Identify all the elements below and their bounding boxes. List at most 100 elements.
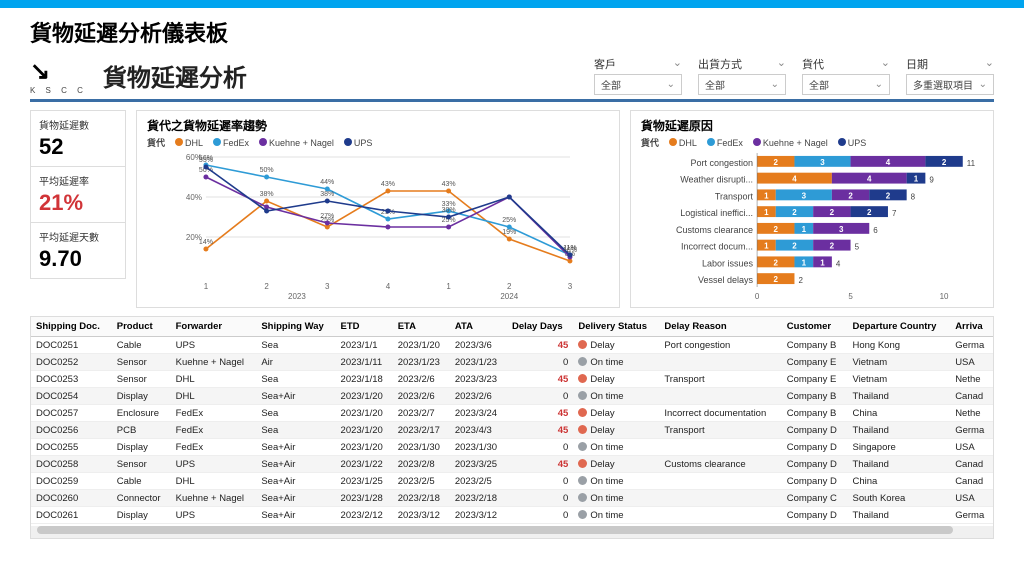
svg-text:38%: 38% bbox=[260, 191, 274, 198]
cell: 2023/2/17 bbox=[393, 422, 450, 439]
cell-status: On time bbox=[573, 439, 659, 456]
col-header[interactable]: Forwarder bbox=[171, 317, 257, 337]
table-row[interactable]: DOC0260ConnectorKuehne + NagelSea+Air202… bbox=[31, 490, 993, 507]
cell-status: On time bbox=[573, 388, 659, 405]
cell: 2023/1/28 bbox=[336, 490, 393, 507]
data-table: Shipping Doc.ProductForwarderShipping Wa… bbox=[30, 316, 994, 539]
col-header[interactable]: Shipping Doc. bbox=[31, 317, 112, 337]
table-row[interactable]: DOC0255DisplayFedExSea+Air2023/1/202023/… bbox=[31, 439, 993, 456]
table-row[interactable]: DOC0253SensorDHLSea2023/1/182023/2/62023… bbox=[31, 371, 993, 388]
filter-label: 出貨方式 ⌄ bbox=[698, 56, 786, 72]
filter-select[interactable]: 全部⌄ bbox=[802, 74, 890, 95]
legend-item[interactable]: DHL bbox=[669, 138, 697, 148]
cell: 2023/2/6 bbox=[393, 371, 450, 388]
legend-item[interactable]: UPS bbox=[838, 138, 867, 148]
cell bbox=[659, 507, 781, 524]
cell: Display bbox=[112, 439, 171, 456]
cell: Enclosure bbox=[112, 405, 171, 422]
filter-select[interactable]: 全部⌄ bbox=[698, 74, 786, 95]
col-header[interactable]: ATA bbox=[450, 317, 507, 337]
table-row[interactable]: DOC0251CableUPSSea2023/1/12023/1/202023/… bbox=[31, 337, 993, 354]
cell: Air bbox=[256, 354, 335, 371]
filter-select[interactable]: 全部⌄ bbox=[594, 74, 682, 95]
cell: Canad bbox=[950, 473, 993, 490]
col-header[interactable]: Delay Reason bbox=[659, 317, 781, 337]
cell-delay-days: 0 bbox=[507, 388, 573, 405]
col-header[interactable]: Arriva bbox=[950, 317, 993, 337]
kpi-label: 貨物延遲數 bbox=[39, 117, 117, 132]
table-row[interactable]: DOC0252SensorKuehne + NagelAir2023/1/112… bbox=[31, 354, 993, 371]
cell: 2023/2/6 bbox=[450, 388, 507, 405]
col-header[interactable]: Shipping Way bbox=[256, 317, 335, 337]
kpi-card: 貨物延遲數 52 bbox=[30, 110, 126, 167]
cell: Germa bbox=[950, 422, 993, 439]
cell: Vietnam bbox=[847, 354, 950, 371]
cell: Customs clearance bbox=[659, 456, 781, 473]
svg-text:27%: 27% bbox=[320, 213, 334, 220]
cell: DOC0256 bbox=[31, 422, 112, 439]
svg-text:11: 11 bbox=[967, 159, 976, 168]
legend-item[interactable]: FedEx bbox=[213, 138, 249, 148]
dashboard-header: ↘ K S C C 貨物延遲分析 客戶 ⌄ 全部⌄ 出貨方式 ⌄ 全部⌄ 貨代 … bbox=[30, 52, 994, 102]
cell: Sensor bbox=[112, 354, 171, 371]
cell: 2023/1/20 bbox=[336, 405, 393, 422]
cell: Vietnam bbox=[847, 371, 950, 388]
legend-item[interactable]: UPS bbox=[344, 138, 373, 148]
svg-text:3: 3 bbox=[568, 282, 573, 291]
kpi-label: 平均延遲率 bbox=[39, 173, 117, 188]
col-header[interactable]: ETD bbox=[336, 317, 393, 337]
col-header[interactable]: Delivery Status bbox=[573, 317, 659, 337]
filter-select[interactable]: 多重選取項目⌄ bbox=[906, 74, 994, 95]
col-header[interactable]: Departure Country bbox=[847, 317, 950, 337]
svg-text:38%: 38% bbox=[320, 191, 334, 198]
table-row[interactable]: DOC0257EnclosureFedExSea2023/1/202023/2/… bbox=[31, 405, 993, 422]
dashboard-title: 貨物延遲分析 bbox=[103, 58, 247, 93]
table-row[interactable]: DOC0254DisplayDHLSea+Air2023/1/202023/2/… bbox=[31, 388, 993, 405]
legend-item[interactable]: FedEx bbox=[707, 138, 743, 148]
cell: 2023/2/18 bbox=[450, 490, 507, 507]
cell: UPS bbox=[171, 507, 257, 524]
legend-item[interactable]: DHL bbox=[175, 138, 203, 148]
col-header[interactable]: ETA bbox=[393, 317, 450, 337]
svg-text:3: 3 bbox=[801, 191, 806, 200]
cell: UPS bbox=[171, 456, 257, 473]
table-row[interactable]: DOC0259CableDHLSea+Air2023/1/252023/2/52… bbox=[31, 473, 993, 490]
trend-chart: 貨代之貨物延遲率趨勢 貨代DHLFedExKuehne + NagelUPS 2… bbox=[136, 110, 620, 308]
horizontal-scrollbar[interactable] bbox=[31, 526, 993, 538]
cell-delay-days: 0 bbox=[507, 507, 573, 524]
cell: 2023/1/30 bbox=[393, 439, 450, 456]
cell: FedEx bbox=[171, 439, 257, 456]
cell bbox=[659, 490, 781, 507]
legend-item[interactable]: Kuehne + Nagel bbox=[259, 138, 334, 148]
svg-text:2023: 2023 bbox=[288, 292, 306, 301]
cell: 2023/2/12 bbox=[336, 507, 393, 524]
svg-text:2: 2 bbox=[264, 282, 269, 291]
table-row[interactable]: DOC0261DisplayUPSSea+Air2023/2/122023/3/… bbox=[31, 507, 993, 524]
svg-text:55%: 55% bbox=[199, 157, 213, 164]
svg-text:1: 1 bbox=[204, 282, 209, 291]
cell: DOC0253 bbox=[31, 371, 112, 388]
svg-text:10: 10 bbox=[939, 292, 948, 301]
col-header[interactable]: Product bbox=[112, 317, 171, 337]
cell: DOC0258 bbox=[31, 456, 112, 473]
svg-text:25%: 25% bbox=[502, 217, 516, 224]
col-header[interactable]: Customer bbox=[782, 317, 848, 337]
cell-delay-days: 0 bbox=[507, 354, 573, 371]
svg-text:9: 9 bbox=[929, 176, 934, 185]
cell: 2023/1/22 bbox=[336, 456, 393, 473]
cell: USA bbox=[950, 490, 993, 507]
cell: Sea+Air bbox=[256, 507, 335, 524]
svg-text:4: 4 bbox=[386, 282, 391, 291]
cell: South Korea bbox=[847, 490, 950, 507]
table-row[interactable]: DOC0258SensorUPSSea+Air2023/1/222023/2/8… bbox=[31, 456, 993, 473]
cell: Company D bbox=[782, 439, 848, 456]
cell: Company D bbox=[782, 507, 848, 524]
legend-item[interactable]: Kuehne + Nagel bbox=[753, 138, 828, 148]
filter-3: 日期 ⌄ 多重選取項目⌄ bbox=[906, 56, 994, 95]
cell: Sea+Air bbox=[256, 456, 335, 473]
legend-label: 貨代 bbox=[147, 136, 165, 149]
table-row[interactable]: DOC0256PCBFedExSea2023/1/202023/2/172023… bbox=[31, 422, 993, 439]
reason-chart-title: 貨物延遲原因 bbox=[641, 117, 983, 134]
col-header[interactable]: Delay Days bbox=[507, 317, 573, 337]
cell: DOC0261 bbox=[31, 507, 112, 524]
